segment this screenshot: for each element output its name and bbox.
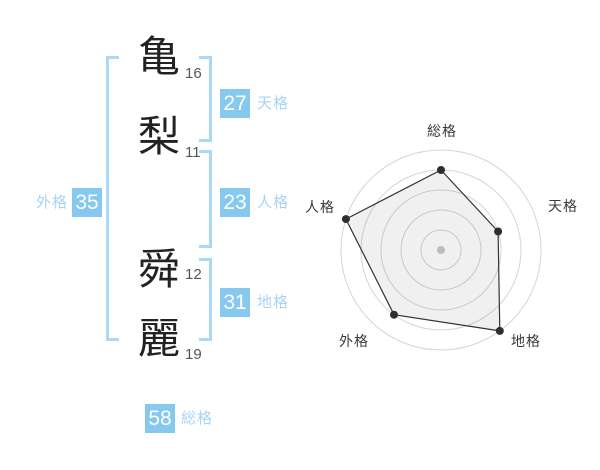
radar-point-1 — [494, 227, 503, 236]
stroke-count-4: 19 — [185, 346, 202, 363]
radar-point-4 — [341, 215, 350, 224]
name-char-2: 梨 — [137, 113, 180, 160]
name-char-3: 舜 — [137, 246, 180, 293]
chikaku-label: 地格 — [257, 294, 290, 311]
jinkaku-bracket — [199, 150, 212, 248]
name-char-1: 亀 — [137, 33, 180, 80]
radar-point-2 — [495, 326, 504, 335]
chikaku-value: 31 — [220, 288, 250, 317]
radar-point-3 — [390, 310, 398, 319]
radar-ring-1 — [420, 229, 462, 271]
radar-label-soukaku: 総格 — [427, 123, 457, 139]
radar-label-jinkaku: 人格 — [305, 199, 335, 215]
radar-point-0 — [437, 166, 445, 174]
radar-label-chikaku: 地格 — [511, 333, 541, 349]
stroke-count-3: 12 — [185, 266, 202, 283]
radar-label-tenkaku: 天格 — [548, 198, 578, 214]
chikaku-bracket — [199, 258, 212, 341]
tenkaku-label: 天格 — [257, 95, 290, 112]
tenkaku-value: 27 — [220, 89, 250, 118]
name-char-4: 麗 — [137, 315, 180, 362]
radar-center-dot — [437, 246, 445, 254]
soukaku-label: 総格 — [181, 410, 214, 427]
gaikaku-bracket — [106, 56, 119, 341]
radar-ring-5 — [340, 149, 542, 351]
gaikaku-label: 外格 — [36, 194, 69, 211]
jinkaku-label: 人格 — [257, 194, 290, 211]
radar-chart — [340, 149, 542, 351]
stroke-count-2: 11 — [185, 144, 201, 161]
radar-ring-3 — [380, 189, 502, 311]
jinkaku-value: 23 — [220, 188, 250, 217]
radar-ring-2 — [400, 209, 482, 291]
soukaku-value: 58 — [145, 404, 175, 433]
radar-label-gaikaku: 外格 — [339, 333, 369, 349]
tenkaku-bracket — [199, 56, 212, 142]
stroke-count-1: 16 — [185, 65, 202, 82]
gaikaku-value: 35 — [72, 188, 102, 217]
radar-polygon — [345, 169, 501, 332]
